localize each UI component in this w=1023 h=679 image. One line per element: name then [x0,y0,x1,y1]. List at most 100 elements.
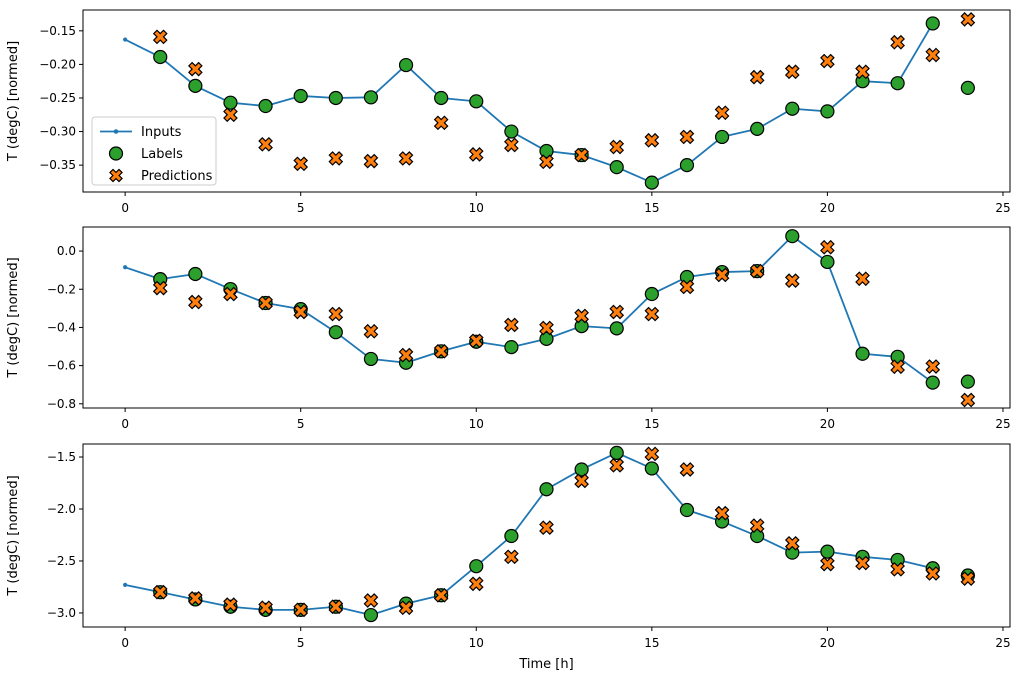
prediction-marker [925,47,941,63]
legend-box [91,116,217,186]
legend: Inputs Labels Predictions [91,116,217,186]
prediction-marker [855,64,870,80]
legend-labels-circle-icon [108,146,124,161]
prediction-marker [328,306,344,322]
inputs-point-marker [123,265,128,270]
prediction-marker [433,587,449,603]
prediction-marker [539,320,554,336]
label-marker [609,321,624,336]
prediction-marker [749,518,765,533]
label-marker [398,57,414,73]
x-tick-label: 15 [644,417,659,431]
label-marker [714,129,730,145]
prediction-marker [468,333,484,349]
prediction-marker [258,295,273,311]
label-marker [434,90,449,106]
prediction-marker [609,304,625,320]
prediction-marker [784,64,800,80]
x-tick-label: 5 [297,636,305,650]
prediction-marker [574,147,589,163]
x-tick-label: 0 [121,636,129,650]
prediction-marker [152,280,168,296]
prediction-marker [188,591,203,606]
label-marker [574,462,589,477]
label-marker [960,374,975,389]
prediction-marker [504,317,519,333]
y-axis-label: T (degC) [normed] [6,41,21,162]
legend-item-labels: Labels [108,146,183,162]
prediction-marker [784,273,800,289]
axes-background [83,227,1010,408]
label-marker [504,124,519,139]
prediction-marker [504,549,519,565]
prediction-marker [363,153,379,169]
label-marker [644,175,659,190]
y-tick-label: −0.15 [39,24,76,38]
prediction-marker [188,294,203,310]
label-marker [469,559,484,574]
prediction-marker [258,600,273,616]
x-tick-label: 10 [469,201,484,215]
prediction-marker [152,584,168,600]
prediction-marker [398,347,414,363]
label-marker [363,607,379,623]
label-marker [363,90,379,105]
prediction-marker [714,105,730,121]
prediction-marker [293,304,309,320]
prediction-marker [820,239,835,255]
label-marker [609,160,624,175]
prediction-marker [468,576,484,592]
axes-spines [82,9,1011,193]
prediction-marker [890,359,905,375]
x-tick-label: 5 [297,201,305,215]
prediction-marker [188,61,203,77]
prediction-marker [820,53,835,69]
prediction-marker [363,593,379,608]
y-tick-label: −2.0 [47,502,76,516]
prediction-marker [363,323,379,339]
x-tick-label: 20 [820,201,835,215]
legend-item-predictions: Predictions [109,168,213,184]
label-marker [644,461,659,476]
prediction-marker [539,520,554,536]
prediction-marker [679,129,695,145]
prediction-marker [398,151,414,166]
label-marker [750,121,765,136]
subplot-1: −0.15 −0.20 −0.25 −0.30 −0.35 0 5 10 15 20 25 T (de… [6,9,1011,215]
y-tick-label: −0.8 [47,397,76,411]
y-axis-label: T (degC) [normed] [6,257,21,378]
label-marker [258,98,273,114]
prediction-marker [398,600,414,616]
label-marker [539,143,554,159]
label-marker [328,90,343,106]
y-tick-label: −0.35 [39,158,76,172]
prediction-marker [749,69,765,85]
prediction-marker [539,154,554,170]
inputs-point-marker [123,582,128,587]
x-tick-label: 5 [297,417,305,431]
label-marker [539,482,554,497]
prediction-marker [293,156,309,172]
y-tick-label: −2.5 [47,554,76,568]
x-tick-label: 0 [121,201,129,215]
x-tick-label: 10 [469,636,484,650]
prediction-marker [468,147,484,162]
y-tick-label: −0.2 [47,282,76,296]
x-axis-label: Time [h] [518,657,573,672]
label-marker [960,80,975,96]
prediction-marker [152,29,168,45]
prediction-marker [855,271,870,287]
label-marker [855,346,870,361]
prediction-marker [855,555,870,571]
prediction-marker [679,462,695,477]
x-tick-label: 10 [469,417,484,431]
x-tick-label: 25 [995,636,1010,650]
prediction-marker [433,115,449,131]
prediction-marker [714,267,730,283]
prediction-marker [644,132,660,148]
label-marker [679,502,695,518]
label-marker [293,88,308,104]
y-tick-label: −0.25 [39,91,76,105]
